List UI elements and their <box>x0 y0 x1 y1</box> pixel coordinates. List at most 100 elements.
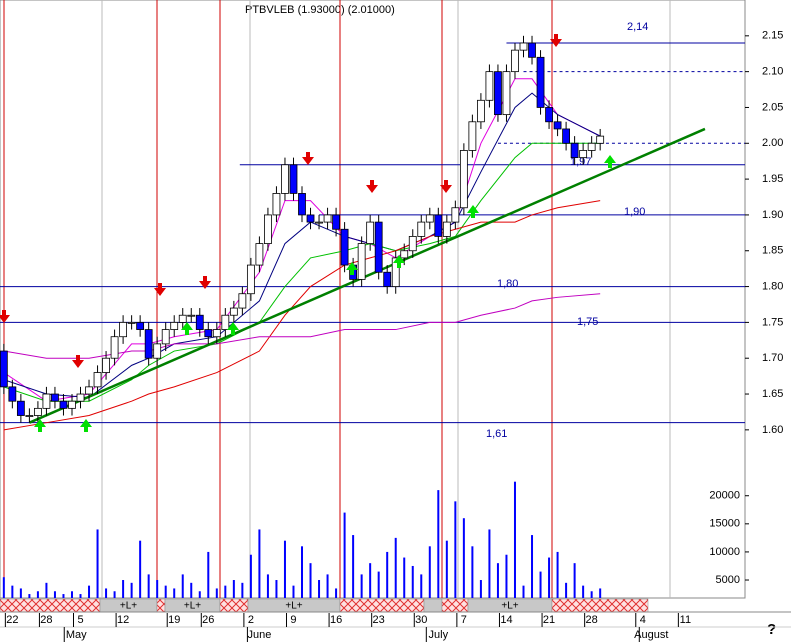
x-tick-label: 22 <box>6 614 18 626</box>
volume-bar <box>53 591 56 598</box>
candle-body <box>221 314 230 330</box>
candle-body <box>93 372 102 388</box>
x-tick-label: 26 <box>202 614 214 626</box>
volume-bar <box>590 591 593 598</box>
x-tick-label: 2 <box>248 614 254 626</box>
volume-bar <box>11 585 14 598</box>
candle-body <box>144 329 153 359</box>
x-tick-label: 28 <box>586 614 598 626</box>
candle-body <box>434 214 443 237</box>
candle-body <box>477 99 485 123</box>
x-tick-label: 30 <box>415 614 427 626</box>
trendline <box>28 127 706 424</box>
signal-label: +L+ <box>285 601 302 612</box>
volume-bar <box>241 582 244 598</box>
x-tick-label: 23 <box>373 614 385 626</box>
volume-bar <box>113 591 116 598</box>
volume-bar <box>198 591 201 598</box>
candle-body <box>119 321 128 338</box>
volume-bar <box>428 546 431 598</box>
candle-body <box>42 393 51 409</box>
volume-bar <box>79 594 82 598</box>
x-tick-label: 7 <box>461 614 467 626</box>
sell-arrow <box>154 283 166 296</box>
candle-body <box>264 214 272 244</box>
x-tick-label: 14 <box>500 614 512 626</box>
candle-body <box>511 49 519 73</box>
candle-body <box>545 107 553 123</box>
y-tick-label: 1.70 <box>762 352 783 364</box>
candle-body <box>127 321 136 324</box>
candle-body <box>417 221 426 237</box>
candle-body <box>229 307 238 316</box>
candle-body <box>315 221 323 224</box>
volume-bar <box>488 529 491 598</box>
candle-body <box>102 357 110 373</box>
candle-body <box>212 329 221 338</box>
volume-bar <box>394 537 397 598</box>
y-tick-label: 2.00 <box>762 137 783 149</box>
candle-body <box>374 221 383 273</box>
candle-body <box>519 42 528 51</box>
candle-body <box>298 193 306 216</box>
level-label: 1,80 <box>497 278 518 290</box>
signal-segment <box>156 598 166 613</box>
candle-body <box>306 214 315 223</box>
month-label: June <box>247 629 271 641</box>
volume-bar <box>301 546 304 598</box>
sell-arrow <box>440 180 452 193</box>
x-tick-label: 9 <box>290 614 296 626</box>
x-tick-label: 28 <box>40 614 52 626</box>
volume-bar <box>122 580 125 598</box>
volume-bar <box>173 588 176 598</box>
signal-segment <box>0 598 101 613</box>
candle-body <box>59 400 68 409</box>
volume-bar <box>36 591 39 598</box>
y2-tick-label: 5000 <box>716 574 740 586</box>
volume-bar <box>343 512 346 598</box>
y2-tick-label: 10000 <box>709 546 740 558</box>
x-tick-label: 19 <box>168 614 180 626</box>
volume-bar <box>522 585 525 598</box>
volume-bar <box>28 594 31 598</box>
x-tick-label: 5 <box>77 614 83 626</box>
x-tick-label: 11 <box>680 614 691 626</box>
candle-body <box>161 329 170 345</box>
candle-body <box>255 243 264 266</box>
sell-arrow <box>550 34 562 47</box>
buy-arrow <box>227 322 239 335</box>
buy-arrow <box>393 255 405 268</box>
volume-bar <box>62 594 65 598</box>
candle-body <box>8 386 17 402</box>
candle-body <box>170 321 179 330</box>
candle-body <box>366 221 375 244</box>
volume-bar <box>283 540 286 598</box>
volume-bar <box>215 588 218 598</box>
signal-segment <box>339 598 425 613</box>
x-tick-label: 16 <box>330 614 342 626</box>
help-icon[interactable]: ? <box>767 621 776 638</box>
volume-bar <box>377 571 380 598</box>
y-tick-label: 2.10 <box>762 66 783 78</box>
y-tick-label: 2.05 <box>762 101 783 113</box>
moving-average <box>3 200 601 431</box>
candle-body <box>25 415 34 417</box>
candle-body <box>400 250 409 259</box>
candle-body <box>238 293 247 309</box>
candle-body <box>340 228 349 266</box>
y-tick-label: 1.90 <box>762 209 783 221</box>
candle-body <box>391 257 400 287</box>
level-label: 1,90 <box>624 206 645 218</box>
y-tick-label: 1.95 <box>762 173 783 185</box>
candle-body <box>34 407 42 416</box>
candle-body <box>536 56 545 108</box>
volume-bar <box>599 588 602 598</box>
candle-body <box>383 271 392 287</box>
volume-bar <box>335 588 338 598</box>
candle-body <box>0 350 8 388</box>
buy-arrow <box>34 419 46 432</box>
volume-bar <box>445 540 448 598</box>
volume-bar <box>462 518 465 598</box>
volume-bar <box>139 540 142 598</box>
